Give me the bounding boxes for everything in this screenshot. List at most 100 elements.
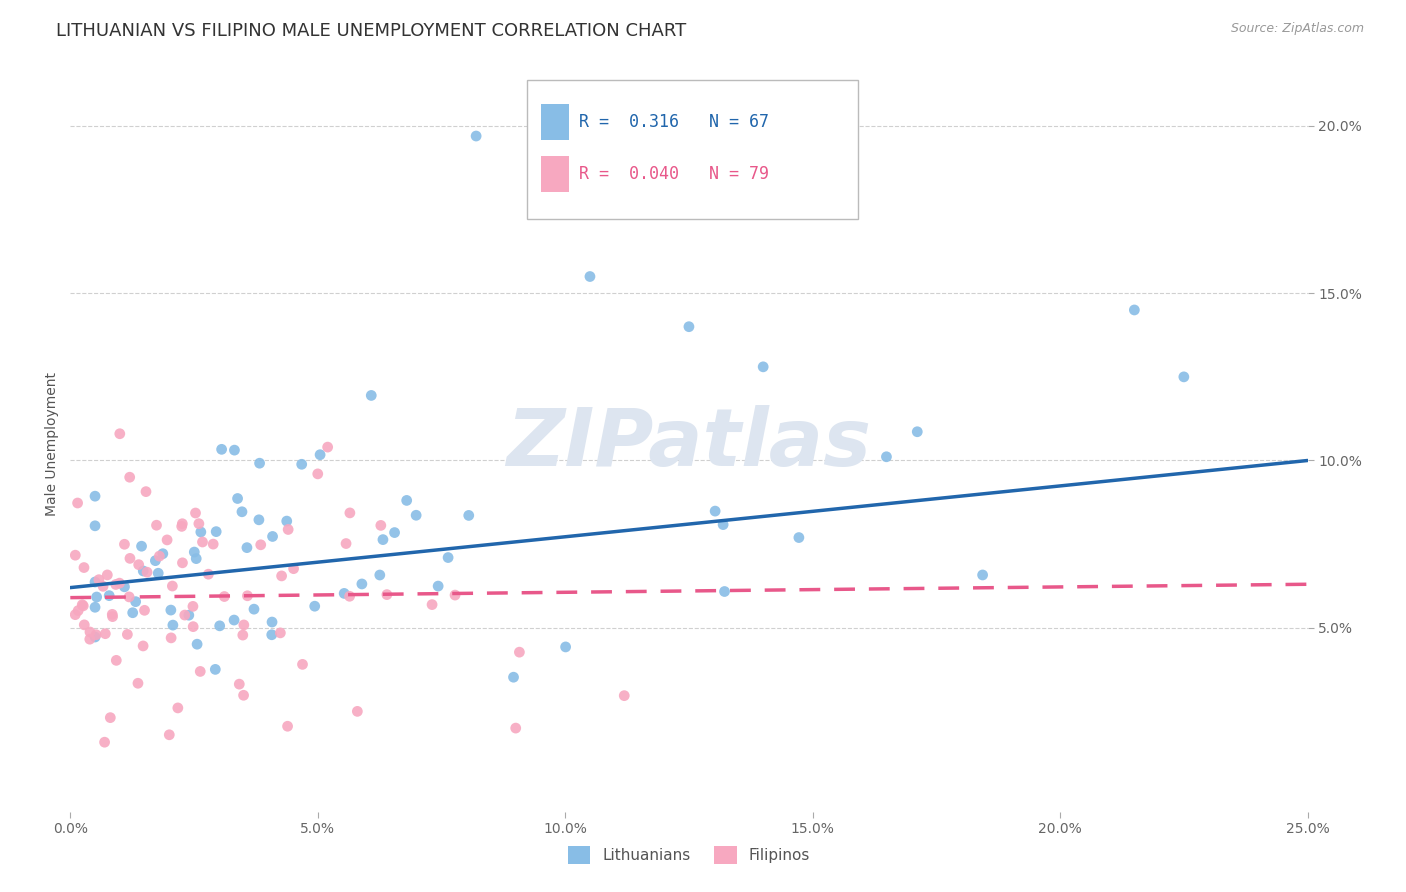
- Point: [228, 677, 250, 691]
- Point: [1173, 369, 1195, 384]
- Point: [172, 556, 194, 570]
- Point: [370, 518, 392, 533]
- Point: [128, 558, 150, 572]
- Point: [231, 505, 253, 519]
- Point: [181, 599, 204, 614]
- Point: [224, 443, 246, 458]
- Point: [211, 442, 233, 457]
- Legend: Lithuanians, Filipinos: Lithuanians, Filipinos: [561, 839, 817, 871]
- Point: [162, 618, 184, 632]
- Point: [188, 665, 211, 679]
- Point: [132, 639, 155, 653]
- Point: [316, 440, 339, 454]
- Point: [166, 701, 188, 715]
- Point: [270, 569, 292, 583]
- Point: [232, 688, 254, 702]
- Point: [70, 598, 93, 612]
- Point: [117, 627, 139, 641]
- Point: [333, 586, 356, 600]
- Point: [437, 550, 460, 565]
- Point: [118, 551, 141, 566]
- Point: [108, 576, 131, 591]
- Point: [1123, 302, 1146, 317]
- Point: [277, 719, 299, 733]
- Point: [249, 456, 271, 470]
- Point: [79, 625, 101, 640]
- Point: [135, 484, 157, 499]
- Point: [222, 613, 245, 627]
- Point: [186, 551, 208, 566]
- Point: [226, 491, 249, 506]
- Text: Source: ZipAtlas.com: Source: ZipAtlas.com: [1230, 22, 1364, 36]
- Point: [752, 359, 775, 374]
- Point: [678, 319, 700, 334]
- Point: [276, 514, 298, 528]
- Point: [118, 590, 141, 604]
- Point: [131, 539, 153, 553]
- Point: [350, 577, 373, 591]
- Point: [214, 590, 236, 604]
- Point: [186, 637, 208, 651]
- Point: [72, 599, 94, 613]
- Point: [579, 269, 602, 284]
- Point: [181, 620, 204, 634]
- Point: [96, 568, 118, 582]
- Point: [444, 588, 467, 602]
- Point: [66, 496, 89, 510]
- Point: [191, 535, 214, 549]
- Point: [156, 533, 179, 547]
- Point: [87, 573, 110, 587]
- Point: [972, 568, 994, 582]
- Point: [236, 541, 259, 555]
- Point: [173, 608, 195, 623]
- Point: [73, 618, 96, 632]
- Point: [114, 580, 136, 594]
- Point: [145, 518, 167, 533]
- Point: [190, 524, 212, 539]
- Point: [787, 531, 810, 545]
- Point: [713, 584, 735, 599]
- Point: [114, 537, 136, 551]
- Point: [183, 545, 205, 559]
- Point: [371, 533, 394, 547]
- Point: [187, 516, 209, 531]
- Point: [427, 579, 450, 593]
- Point: [368, 568, 391, 582]
- Point: [108, 426, 131, 441]
- Point: [260, 615, 283, 629]
- Point: [465, 128, 488, 143]
- Point: [232, 618, 254, 632]
- Point: [134, 603, 156, 617]
- Point: [132, 564, 155, 578]
- Point: [420, 598, 443, 612]
- Point: [339, 589, 361, 603]
- Point: [148, 549, 170, 563]
- Point: [613, 689, 636, 703]
- Point: [197, 567, 219, 582]
- Point: [291, 457, 314, 471]
- Point: [457, 508, 479, 523]
- Point: [79, 632, 101, 647]
- Point: [160, 603, 183, 617]
- Point: [247, 513, 270, 527]
- Point: [375, 588, 398, 602]
- Point: [202, 537, 225, 551]
- Point: [262, 529, 284, 543]
- Point: [65, 607, 87, 622]
- Point: [291, 657, 314, 672]
- Point: [236, 589, 259, 603]
- Text: R =  0.316   N = 67: R = 0.316 N = 67: [579, 113, 769, 131]
- Point: [91, 579, 114, 593]
- Point: [177, 608, 200, 623]
- Point: [554, 640, 576, 654]
- Point: [67, 604, 90, 618]
- Text: R =  0.040   N = 79: R = 0.040 N = 79: [579, 165, 769, 183]
- Point: [84, 600, 107, 615]
- Point: [170, 519, 193, 533]
- Point: [124, 595, 146, 609]
- Point: [304, 599, 326, 614]
- Point: [84, 574, 107, 589]
- Point: [505, 721, 527, 735]
- Point: [204, 662, 226, 676]
- Text: LITHUANIAN VS FILIPINO MALE UNEMPLOYMENT CORRELATION CHART: LITHUANIAN VS FILIPINO MALE UNEMPLOYMENT…: [56, 22, 686, 40]
